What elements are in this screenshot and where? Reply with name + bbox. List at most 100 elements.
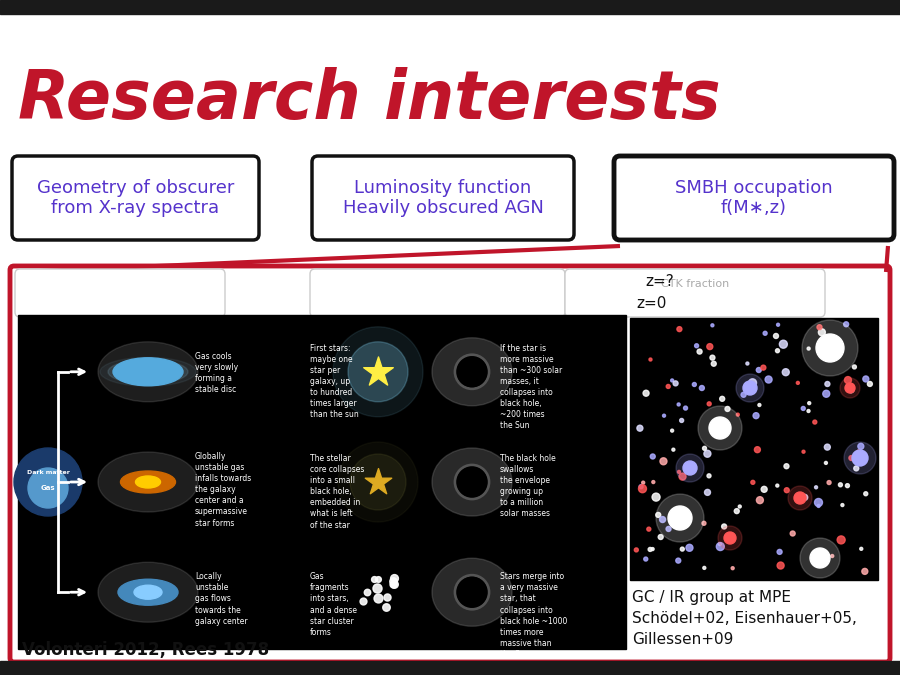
Circle shape: [841, 504, 844, 506]
Text: First stars:
maybe one
star per
galaxy, up
to hundred
times larger
than the sun: First stars: maybe one star per galaxy, …: [310, 344, 359, 419]
Circle shape: [796, 381, 799, 384]
Circle shape: [699, 385, 705, 391]
Ellipse shape: [333, 327, 423, 416]
Circle shape: [852, 365, 857, 369]
Text: CTK fraction: CTK fraction: [661, 279, 729, 289]
Circle shape: [634, 548, 638, 552]
Circle shape: [678, 470, 680, 473]
Circle shape: [844, 377, 851, 383]
Circle shape: [860, 547, 863, 550]
Circle shape: [666, 385, 670, 388]
Circle shape: [814, 498, 823, 506]
Circle shape: [457, 467, 487, 497]
Circle shape: [800, 538, 840, 578]
Circle shape: [652, 481, 655, 483]
Circle shape: [816, 334, 844, 362]
Circle shape: [683, 461, 697, 475]
Circle shape: [676, 454, 704, 482]
Ellipse shape: [121, 471, 176, 493]
Circle shape: [703, 446, 706, 450]
Text: z=0: z=0: [636, 296, 666, 310]
Circle shape: [724, 532, 736, 544]
Circle shape: [844, 442, 876, 474]
Circle shape: [736, 413, 739, 416]
Circle shape: [763, 331, 767, 335]
Circle shape: [839, 483, 842, 487]
Circle shape: [703, 566, 706, 570]
Circle shape: [644, 557, 648, 561]
Circle shape: [707, 402, 711, 406]
Circle shape: [702, 521, 706, 525]
Circle shape: [660, 458, 667, 465]
Circle shape: [680, 418, 684, 423]
Circle shape: [709, 417, 731, 439]
Circle shape: [649, 358, 652, 361]
Circle shape: [670, 379, 673, 382]
Circle shape: [773, 333, 778, 338]
Circle shape: [818, 329, 825, 335]
Ellipse shape: [118, 579, 178, 605]
Ellipse shape: [338, 442, 418, 522]
Circle shape: [695, 344, 698, 348]
Circle shape: [14, 448, 82, 516]
Circle shape: [854, 466, 859, 471]
Circle shape: [845, 484, 850, 487]
Circle shape: [756, 367, 761, 373]
Ellipse shape: [348, 342, 408, 402]
Circle shape: [741, 392, 746, 398]
Circle shape: [639, 485, 643, 489]
Circle shape: [725, 406, 730, 412]
Circle shape: [679, 473, 686, 480]
Text: Gas cools
very slowly
forming a
stable disc: Gas cools very slowly forming a stable d…: [195, 352, 239, 394]
Circle shape: [813, 420, 817, 424]
Circle shape: [825, 381, 830, 387]
Circle shape: [754, 447, 760, 453]
Ellipse shape: [108, 360, 188, 384]
Text: The stellar
core collapses
into a small
black hole,
embedded in
what is left
of : The stellar core collapses into a small …: [310, 454, 364, 530]
Circle shape: [660, 516, 666, 522]
Ellipse shape: [100, 357, 196, 386]
Circle shape: [751, 481, 755, 485]
Point: [380, 592, 394, 603]
Circle shape: [677, 327, 682, 331]
Ellipse shape: [432, 558, 512, 626]
Circle shape: [824, 462, 827, 464]
Circle shape: [680, 547, 684, 551]
Circle shape: [637, 425, 643, 431]
Text: Locally
unstable
gas flows
towards the
galaxy center: Locally unstable gas flows towards the g…: [195, 572, 248, 626]
Circle shape: [794, 492, 806, 504]
Circle shape: [692, 383, 697, 387]
Ellipse shape: [113, 358, 183, 386]
Circle shape: [705, 489, 710, 495]
Text: Research interests: Research interests: [18, 67, 721, 133]
Circle shape: [704, 450, 711, 457]
Circle shape: [807, 402, 811, 404]
Ellipse shape: [136, 476, 160, 488]
Circle shape: [670, 429, 673, 432]
Circle shape: [837, 536, 845, 544]
Circle shape: [738, 505, 742, 508]
Point: [356, 595, 370, 606]
FancyBboxPatch shape: [310, 269, 565, 317]
Point: [386, 572, 400, 583]
Circle shape: [802, 320, 858, 376]
Circle shape: [760, 365, 766, 370]
Point: [387, 578, 401, 589]
Text: Globally
unstable gas
infalls towards
the galaxy
center and a
supermassive
star : Globally unstable gas infalls towards th…: [195, 452, 251, 528]
Point: [385, 576, 400, 587]
Circle shape: [802, 494, 808, 500]
Bar: [0, 0, 900, 14]
Circle shape: [858, 443, 864, 450]
Text: Dark matter: Dark matter: [27, 470, 69, 475]
Circle shape: [779, 340, 788, 348]
Circle shape: [457, 357, 487, 387]
Circle shape: [784, 488, 789, 493]
Circle shape: [801, 406, 806, 410]
Circle shape: [852, 450, 868, 466]
Circle shape: [817, 504, 820, 508]
Circle shape: [716, 543, 725, 551]
Circle shape: [672, 448, 675, 451]
Circle shape: [656, 494, 704, 542]
Circle shape: [668, 506, 692, 530]
Circle shape: [782, 369, 789, 376]
